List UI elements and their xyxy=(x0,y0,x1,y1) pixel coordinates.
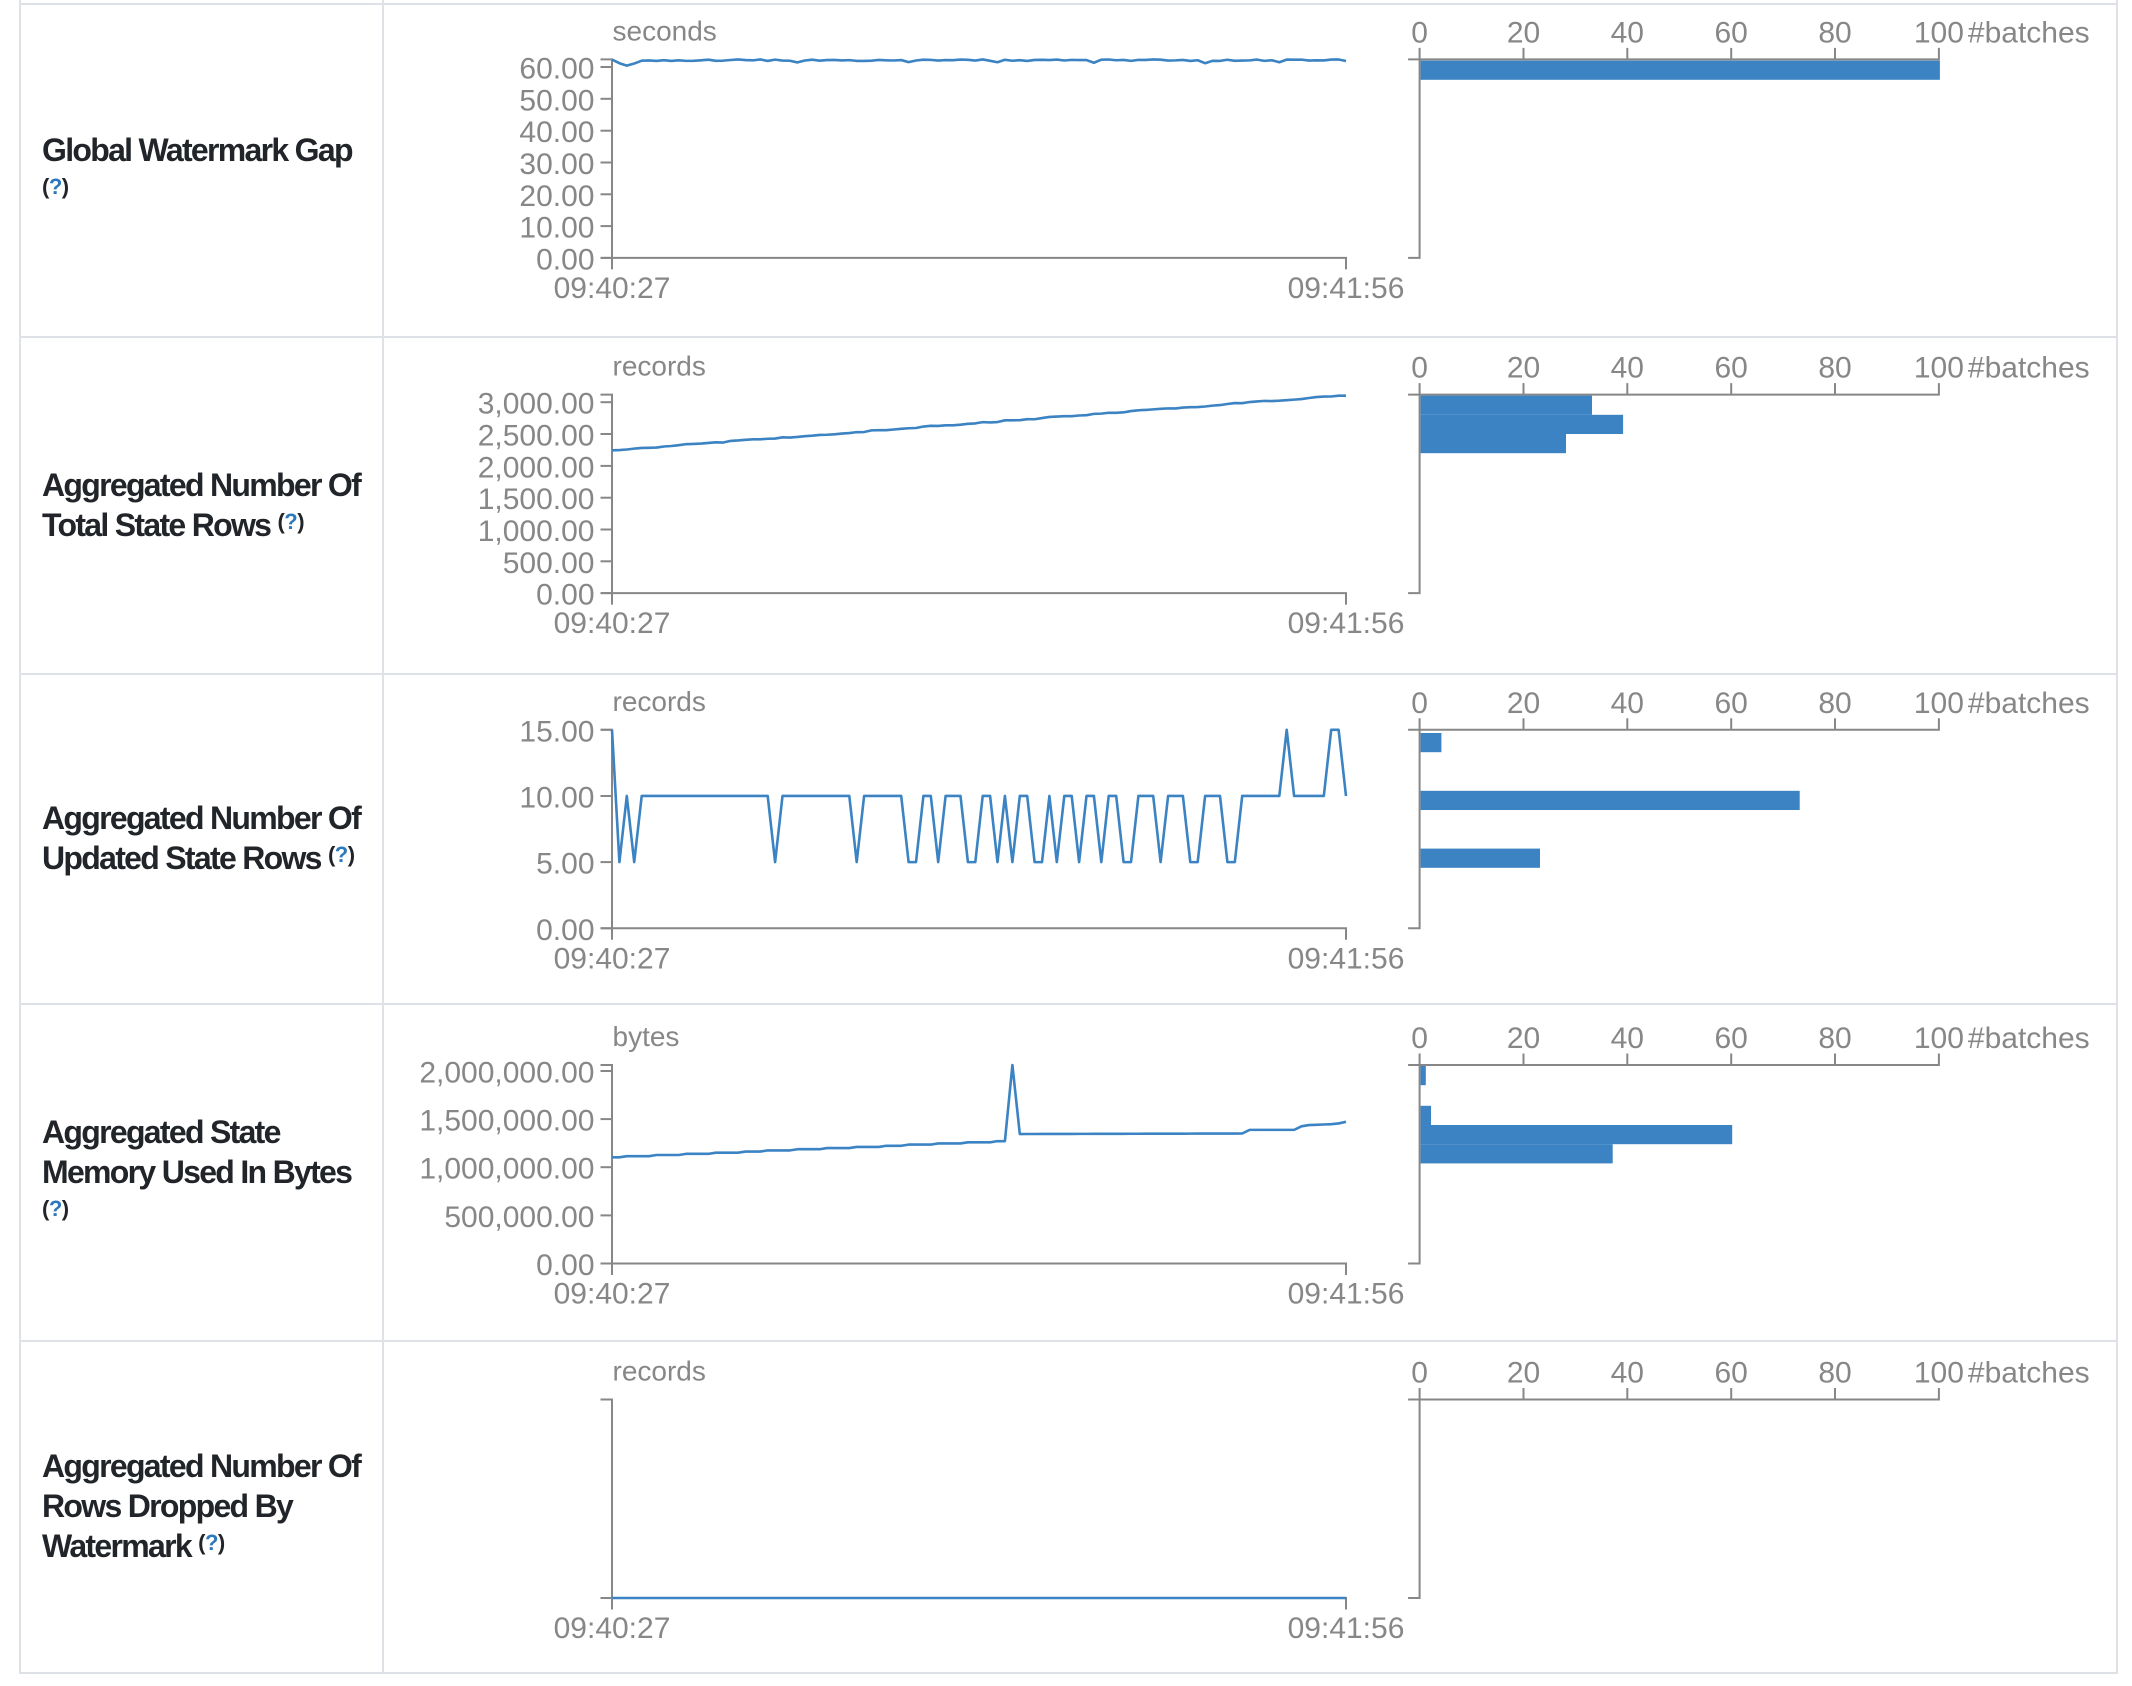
svg-text:09:40:27: 09:40:27 xyxy=(554,272,671,305)
svg-text:0.00: 0.00 xyxy=(536,914,594,947)
svg-text:80: 80 xyxy=(1818,16,1851,49)
svg-text:#batches: #batches xyxy=(1968,687,2090,720)
svg-text:0: 0 xyxy=(1411,687,1428,720)
svg-text:09:41:56: 09:41:56 xyxy=(1288,1278,1405,1311)
svg-text:100: 100 xyxy=(1914,1357,1964,1390)
svg-text:2,500.00: 2,500.00 xyxy=(478,420,595,453)
svg-text:500.00: 500.00 xyxy=(503,547,595,580)
svg-text:60: 60 xyxy=(1715,1357,1748,1390)
svg-text:09:41:56: 09:41:56 xyxy=(1288,1612,1405,1645)
svg-text:0: 0 xyxy=(1411,1357,1428,1390)
svg-text:records: records xyxy=(613,686,706,717)
svg-text:20: 20 xyxy=(1507,687,1540,720)
svg-text:20: 20 xyxy=(1507,1022,1540,1055)
svg-text:0.00: 0.00 xyxy=(536,243,594,276)
svg-text:seconds: seconds xyxy=(613,15,717,46)
svg-text:0: 0 xyxy=(1411,1022,1428,1055)
svg-text:09:41:56: 09:41:56 xyxy=(1288,942,1405,975)
svg-text:60: 60 xyxy=(1715,687,1748,720)
svg-text:80: 80 xyxy=(1818,1357,1851,1390)
svg-text:09:40:27: 09:40:27 xyxy=(554,1612,671,1645)
svg-text:100: 100 xyxy=(1914,352,1964,385)
svg-text:80: 80 xyxy=(1818,687,1851,720)
svg-text:100: 100 xyxy=(1914,1022,1964,1055)
svg-text:40: 40 xyxy=(1611,1022,1644,1055)
svg-text:2,000,000.00: 2,000,000.00 xyxy=(419,1057,594,1090)
svg-text:80: 80 xyxy=(1818,352,1851,385)
svg-text:10.00: 10.00 xyxy=(519,212,594,245)
svg-text:100: 100 xyxy=(1914,687,1964,720)
svg-text:#batches: #batches xyxy=(1968,16,2090,49)
svg-text:3,000.00: 3,000.00 xyxy=(478,388,595,421)
svg-text:09:41:56: 09:41:56 xyxy=(1288,272,1405,305)
svg-text:0: 0 xyxy=(1411,16,1428,49)
svg-text:40: 40 xyxy=(1611,352,1644,385)
svg-text:10.00: 10.00 xyxy=(519,782,594,815)
svg-text:40: 40 xyxy=(1611,1357,1644,1390)
svg-text:5.00: 5.00 xyxy=(536,848,594,881)
svg-text:60: 60 xyxy=(1715,1022,1748,1055)
svg-text:2,000.00: 2,000.00 xyxy=(478,451,595,484)
svg-text:20: 20 xyxy=(1507,352,1540,385)
svg-text:#batches: #batches xyxy=(1968,1357,2090,1390)
svg-text:09:41:56: 09:41:56 xyxy=(1288,607,1405,640)
svg-text:40: 40 xyxy=(1611,16,1644,49)
svg-text:100: 100 xyxy=(1914,16,1964,49)
svg-text:#batches: #batches xyxy=(1968,352,2090,385)
svg-text:20.00: 20.00 xyxy=(519,180,594,213)
svg-text:80: 80 xyxy=(1818,1022,1851,1055)
svg-text:15.00: 15.00 xyxy=(519,715,594,748)
svg-text:09:40:27: 09:40:27 xyxy=(554,1278,671,1311)
svg-text:records: records xyxy=(613,1356,706,1387)
svg-text:0.00: 0.00 xyxy=(536,1249,594,1282)
svg-text:20: 20 xyxy=(1507,1357,1540,1390)
svg-text:60: 60 xyxy=(1715,352,1748,385)
svg-text:1,500.00: 1,500.00 xyxy=(478,483,595,516)
svg-text:30.00: 30.00 xyxy=(519,148,594,181)
svg-text:60.00: 60.00 xyxy=(519,53,594,86)
svg-text:500,000.00: 500,000.00 xyxy=(444,1201,594,1234)
svg-text:60: 60 xyxy=(1715,16,1748,49)
svg-text:1,000,000.00: 1,000,000.00 xyxy=(419,1153,594,1186)
svg-text:0.00: 0.00 xyxy=(536,579,594,612)
svg-text:bytes: bytes xyxy=(613,1021,680,1052)
svg-text:09:40:27: 09:40:27 xyxy=(554,942,671,975)
svg-text:0: 0 xyxy=(1411,352,1428,385)
svg-text:09:40:27: 09:40:27 xyxy=(554,607,671,640)
svg-text:1,000.00: 1,000.00 xyxy=(478,515,595,548)
svg-text:50.00: 50.00 xyxy=(519,84,594,117)
svg-text:20: 20 xyxy=(1507,16,1540,49)
svg-text:1,500,000.00: 1,500,000.00 xyxy=(419,1105,594,1138)
svg-text:records: records xyxy=(613,351,706,382)
svg-text:40: 40 xyxy=(1611,687,1644,720)
svg-text:#batches: #batches xyxy=(1968,1022,2090,1055)
svg-text:40.00: 40.00 xyxy=(519,116,594,149)
